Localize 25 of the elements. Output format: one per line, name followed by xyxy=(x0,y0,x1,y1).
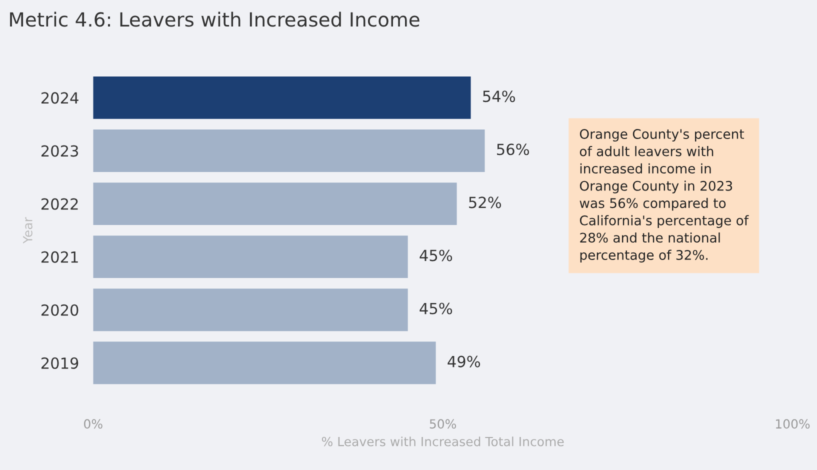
bar xyxy=(93,182,457,225)
y-tick-label: 2023 xyxy=(41,145,78,157)
chart-title: Metric 4.6: Leavers with Increased Income xyxy=(10,12,420,27)
data-label: 49% xyxy=(448,356,480,368)
data-label: 45% xyxy=(420,302,452,314)
y-tick-label: 2019 xyxy=(41,357,78,369)
x-tick-label: 50% xyxy=(430,419,456,429)
data-label: 56% xyxy=(497,144,529,156)
annotation: Orange County's percent of adult leavers with increased income in Orange County in 2023 was 56% compared to California's percentage of 28% and the national percentage of 32%. xyxy=(580,129,749,263)
x-tick-label: 0% xyxy=(84,419,102,429)
x-axis-title: % Leavers with Increased Total Income xyxy=(322,436,564,446)
bar xyxy=(93,76,471,119)
y-tick-label: 2021 xyxy=(41,251,78,263)
data-label: 52% xyxy=(469,196,502,208)
bar xyxy=(93,288,408,332)
y-axis-title: Year xyxy=(23,217,32,244)
y-tick-label: 2022 xyxy=(41,198,78,210)
bar xyxy=(93,236,408,278)
data-label: 54% xyxy=(483,90,516,102)
y-tick-label: 2024 xyxy=(41,92,78,104)
bar xyxy=(93,130,485,172)
x-tick-label: 100% xyxy=(776,419,810,429)
data-label: 45% xyxy=(420,250,452,262)
bar xyxy=(93,342,436,384)
y-tick-label: 2020 xyxy=(41,304,78,316)
